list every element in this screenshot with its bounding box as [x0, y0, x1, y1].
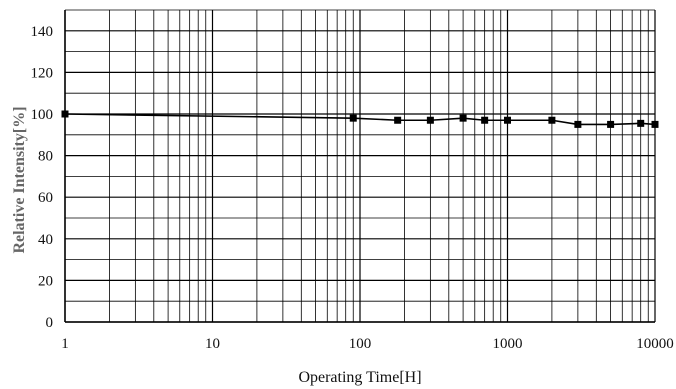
y-tick-label: 120: [31, 65, 54, 81]
data-point-marker: [426, 116, 434, 124]
data-point-marker: [637, 119, 645, 127]
data-point-marker: [481, 116, 489, 124]
y-tick-label: 0: [46, 315, 54, 331]
data-point-marker: [548, 116, 556, 124]
y-tick-label: 20: [38, 273, 53, 289]
x-tick-label: 10000: [636, 336, 674, 352]
x-tick-label: 1: [61, 336, 69, 352]
data-point-marker: [459, 114, 467, 122]
data-point-marker: [651, 120, 659, 128]
data-point-marker: [61, 110, 69, 118]
axis-layer: [64, 10, 655, 323]
y-tick-label: 40: [38, 232, 53, 248]
label-layer: 0 20 40 60 80 100 120 140 1 10 100 1000 10000: [31, 24, 674, 352]
data-point-marker: [394, 116, 402, 124]
data-point-marker: [504, 116, 511, 124]
series-line: [64, 113, 656, 126]
x-tick-label: 100: [349, 336, 372, 352]
y-tick-label: 140: [31, 24, 54, 40]
y-tick-label: 60: [38, 190, 53, 206]
x-tick-label: 1000: [493, 336, 523, 352]
data-point-marker: [607, 120, 615, 128]
data-point-marker: [574, 120, 582, 128]
y-tick-label: 100: [31, 107, 54, 123]
x-axis-title: Operating Time[H]: [298, 369, 421, 386]
data-point-marker: [349, 114, 357, 122]
series-layer: [61, 110, 659, 128]
x-tick-label: 10: [205, 336, 220, 352]
grid-layer: [64, 9, 656, 323]
y-tick-label: 80: [38, 149, 53, 165]
y-axis-title: Relative Intensity[%]: [11, 106, 28, 253]
